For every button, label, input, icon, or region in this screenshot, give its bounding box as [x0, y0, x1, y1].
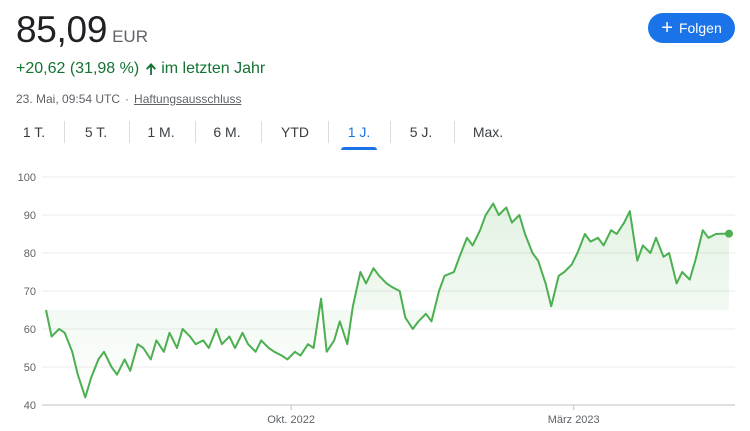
x-tick-label: März 2023 [548, 414, 600, 426]
tab-divider [328, 121, 329, 143]
y-tick-label: 60 [24, 324, 36, 336]
y-tick-label: 70 [24, 286, 36, 298]
tab-divider [195, 121, 196, 143]
tab-5-days[interactable]: 5 T. [84, 124, 108, 140]
tab-ytd[interactable]: YTD [281, 124, 309, 140]
price-header: 85,09 EUR [16, 8, 148, 52]
x-tick-label: Okt. 2022 [267, 414, 315, 426]
plus-icon: + [661, 17, 673, 39]
meta-separator: · [125, 92, 130, 106]
current-price: 85,09 [16, 9, 108, 50]
price-change: +20,62 (31,98 %) im letzten Jahr [16, 60, 265, 78]
price-area-fill [46, 203, 729, 398]
tab-1-month[interactable]: 1 M. [147, 124, 175, 140]
tab-divider [129, 121, 130, 143]
tab-6-months[interactable]: 6 M. [213, 124, 241, 140]
change-value: +20,62 (31,98 %) [16, 60, 140, 77]
tab-divider [454, 121, 455, 143]
tab-divider [261, 121, 262, 143]
y-tick-label: 80 [24, 248, 36, 260]
y-tick-label: 40 [24, 400, 36, 412]
y-tick-label: 100 [18, 172, 36, 184]
quote-meta: 23. Mai, 09:54 UTC · Haftungsausschluss [16, 92, 241, 106]
follow-button-label: Folgen [678, 20, 722, 36]
disclaimer-link[interactable]: Haftungsausschluss [134, 92, 242, 106]
price-line [45, 202, 729, 399]
x-axis-ticks: Okt. 2022 März 2023 [267, 405, 600, 426]
change-period: im letzten Jahr [161, 60, 266, 77]
tab-max[interactable]: Max. [472, 124, 504, 140]
arrow-up-icon [146, 63, 157, 75]
currency-label: EUR [112, 27, 148, 46]
y-tick-label: 50 [24, 362, 36, 374]
follow-button[interactable]: + Folgen [648, 13, 735, 43]
tab-1-day[interactable]: 1 T. [22, 124, 46, 140]
tab-5-years[interactable]: 5 J. [409, 124, 433, 140]
y-tick-label: 90 [24, 210, 36, 222]
y-axis-ticks: 40 50 60 70 80 90 100 [18, 172, 36, 412]
current-price-dot [725, 229, 733, 238]
tab-1-year[interactable]: 1 J. [341, 116, 377, 150]
time-range-tabs: 1 T. 5 T. 1 M. 6 M. YTD 1 J. 5 J. Max. [0, 116, 750, 150]
tab-divider [390, 121, 391, 143]
tab-divider [64, 121, 65, 143]
price-chart[interactable]: 40 50 60 70 80 90 100 Okt. 2022 März 2023 [0, 160, 750, 431]
timestamp: 23. Mai, 09:54 UTC [16, 92, 121, 106]
